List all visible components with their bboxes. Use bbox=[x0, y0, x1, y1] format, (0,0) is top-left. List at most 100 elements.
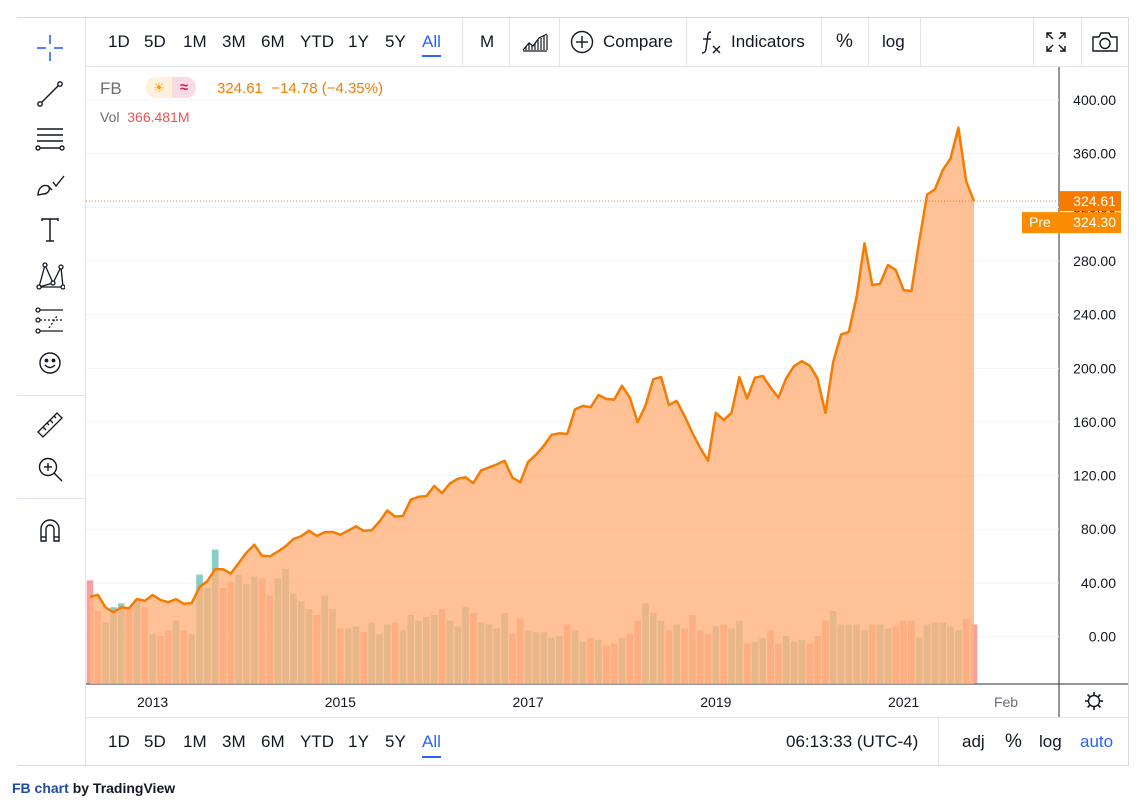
y-tick-label: 120.00 bbox=[1073, 468, 1116, 484]
top-toolbar: 1D 5D 1M 3M 6M YTD 1Y 5Y All M Compare I… bbox=[86, 18, 1128, 67]
toolbar-divider bbox=[686, 18, 687, 66]
screenshot-button[interactable] bbox=[1091, 18, 1119, 66]
interval-1d[interactable]: 1D bbox=[108, 32, 130, 51]
percent-toggle[interactable]: % bbox=[1005, 731, 1022, 752]
y-tick-label: 80.00 bbox=[1081, 521, 1116, 537]
y-tick-label: 200.00 bbox=[1073, 360, 1116, 376]
emoji-icon[interactable] bbox=[35, 348, 65, 378]
y-tick-label: 160.00 bbox=[1073, 414, 1116, 430]
x-tick-label: 2021 bbox=[888, 694, 919, 710]
toolbar-divider bbox=[509, 18, 510, 66]
data-status-icon[interactable]: ≈ bbox=[172, 77, 196, 98]
price-chart[interactable]: 400.00360.00320.00280.00240.00200.00160.… bbox=[86, 67, 1128, 717]
interval-all[interactable]: All bbox=[422, 18, 441, 66]
interval-6m[interactable]: 6M bbox=[261, 32, 285, 51]
y-tick-label: 360.00 bbox=[1073, 146, 1116, 162]
x-tick-label: 2013 bbox=[137, 694, 168, 710]
prediction-icon[interactable] bbox=[35, 306, 65, 336]
legend-price: 324.61 bbox=[217, 80, 263, 97]
text-icon[interactable] bbox=[35, 215, 65, 245]
log-toggle[interactable]: log bbox=[1039, 732, 1062, 751]
x-tick-label: Feb bbox=[994, 694, 1018, 710]
interval-1y[interactable]: 1Y bbox=[348, 32, 369, 51]
market-status-icon[interactable]: ☀ bbox=[146, 77, 172, 98]
attribution-symbol[interactable]: FB chart bbox=[12, 780, 69, 796]
indicators-button[interactable]: Indicators bbox=[700, 18, 805, 66]
camera-icon bbox=[1092, 32, 1118, 52]
toolbar-divider bbox=[1081, 18, 1082, 66]
legend-volume: Vol 366.481M bbox=[100, 109, 190, 125]
toolbar-divider bbox=[868, 18, 869, 66]
crosshair-icon[interactable] bbox=[35, 33, 65, 63]
x-tick-label: 2019 bbox=[700, 694, 731, 710]
fullscreen-icon bbox=[1046, 32, 1066, 52]
price-area bbox=[90, 127, 974, 685]
legend-symbol[interactable]: FB bbox=[100, 79, 122, 98]
range-1y[interactable]: 1Y bbox=[348, 732, 369, 751]
range-all[interactable]: All bbox=[422, 718, 441, 766]
y-tick-label: 280.00 bbox=[1073, 253, 1116, 269]
zoom-in-icon[interactable] bbox=[35, 454, 65, 484]
plus-circle-icon bbox=[570, 30, 594, 54]
interval-ytd[interactable]: YTD bbox=[300, 32, 334, 51]
compare-button[interactable]: Compare bbox=[570, 18, 673, 66]
period-button[interactable]: M bbox=[480, 32, 495, 51]
drawing-toolbar bbox=[17, 18, 86, 765]
percent-scale-button[interactable]: % bbox=[836, 31, 853, 52]
toolbar-divider bbox=[462, 18, 463, 66]
y-tick-label: 40.00 bbox=[1081, 575, 1116, 591]
legend-values: 324.61 −14.78 (−4.35%) bbox=[217, 80, 383, 97]
attribution-source[interactable]: by TradingView bbox=[72, 780, 176, 796]
magnet-icon[interactable] bbox=[35, 515, 65, 545]
toolbar-divider bbox=[1033, 18, 1034, 66]
chart-style-button[interactable] bbox=[522, 18, 548, 66]
settings-gear-icon[interactable] bbox=[1085, 692, 1103, 710]
last-price-badge bbox=[1059, 191, 1121, 212]
price-line[interactable] bbox=[89, 126, 976, 614]
range-1d[interactable]: 1D bbox=[108, 732, 130, 751]
y-tick-label: 400.00 bbox=[1073, 92, 1116, 108]
toolbar-divider bbox=[17, 395, 85, 396]
indicators-label: Indicators bbox=[731, 32, 805, 51]
auto-toggle[interactable]: auto bbox=[1080, 732, 1114, 751]
toolbar-divider bbox=[920, 18, 921, 66]
legend-change: −14.78 (−4.35%) bbox=[271, 80, 383, 97]
toolbar-divider bbox=[821, 18, 822, 66]
last-price-label: 324.61 bbox=[1073, 193, 1116, 209]
toolbar-divider bbox=[559, 18, 560, 66]
interval-5y[interactable]: 5Y bbox=[385, 32, 406, 51]
log-scale-button[interactable]: log bbox=[882, 32, 905, 51]
range-3m[interactable]: 3M bbox=[222, 732, 246, 751]
ruler-icon[interactable] bbox=[35, 410, 65, 440]
bottom-toolbar: 1D 5D 1M 3M 6M YTD 1Y 5Y All 06:13:33 (U… bbox=[86, 717, 1128, 766]
range-1m[interactable]: 1M bbox=[183, 732, 207, 751]
x-tick-label: 2017 bbox=[513, 694, 544, 710]
adj-toggle[interactable]: adj bbox=[962, 732, 985, 751]
y-tick-label: 0.00 bbox=[1089, 629, 1116, 645]
trend-line-icon[interactable] bbox=[35, 79, 65, 109]
range-ytd[interactable]: YTD bbox=[300, 732, 334, 751]
range-5y[interactable]: 5Y bbox=[385, 732, 406, 751]
fullscreen-button[interactable] bbox=[1044, 18, 1068, 66]
brush-icon[interactable] bbox=[35, 170, 65, 200]
pre-market-tag: Pre bbox=[1029, 214, 1051, 230]
fib-retracement-icon[interactable] bbox=[35, 124, 65, 154]
area-chart-icon bbox=[522, 33, 548, 52]
toolbar-divider bbox=[938, 718, 939, 766]
x-tick-label: 2015 bbox=[325, 694, 356, 710]
function-icon bbox=[701, 31, 721, 54]
range-6m[interactable]: 6M bbox=[261, 732, 285, 751]
pre-market-badge bbox=[1022, 212, 1121, 234]
attribution[interactable]: FB chart by TradingView bbox=[12, 780, 175, 796]
legend-vol-label: Vol bbox=[100, 109, 120, 125]
chart-pane[interactable]: 400.00360.00320.00280.00240.00200.00160.… bbox=[86, 67, 1128, 717]
y-tick-label: 240.00 bbox=[1073, 307, 1116, 323]
clock-time[interactable]: 06:13:33 (UTC-4) bbox=[786, 732, 919, 751]
interval-1m[interactable]: 1M bbox=[183, 32, 207, 51]
compare-label: Compare bbox=[603, 32, 673, 51]
interval-3m[interactable]: 3M bbox=[222, 32, 246, 51]
pattern-icon[interactable] bbox=[35, 261, 65, 291]
range-5d[interactable]: 5D bbox=[144, 732, 166, 751]
legend-vol-value: 366.481M bbox=[127, 109, 190, 125]
interval-5d[interactable]: 5D bbox=[144, 32, 166, 51]
